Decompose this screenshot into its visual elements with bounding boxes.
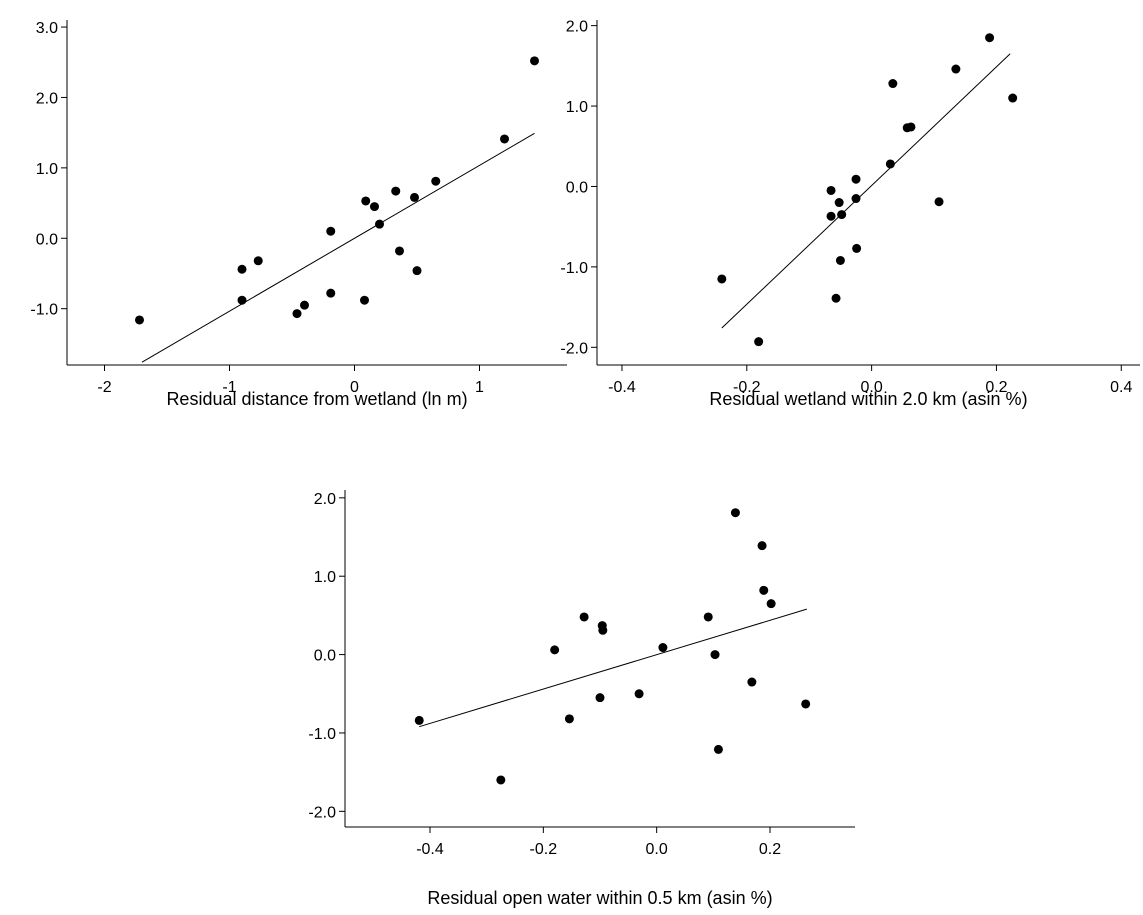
data-point	[759, 585, 769, 595]
data-point	[530, 56, 539, 66]
x-tick-label: 0.4	[1110, 379, 1132, 396]
x-axis-title: Residual open water within 0.5 km (asin …	[427, 888, 772, 908]
y-tick-label: 1.0	[36, 161, 58, 178]
y-tick-label: 0.0	[314, 648, 336, 665]
data-point	[360, 295, 369, 305]
data-point	[906, 122, 916, 132]
data-point	[550, 645, 560, 655]
data-point	[414, 715, 424, 725]
data-point	[300, 300, 309, 310]
data-point	[135, 315, 144, 325]
x-tick-label: -0.4	[416, 841, 444, 858]
data-point	[703, 612, 713, 622]
data-point	[598, 625, 608, 635]
y-tick-label: 1.0	[314, 569, 336, 586]
x-axis-title: Residual distance from wetland (ln m)	[166, 389, 467, 409]
data-point	[237, 295, 247, 305]
regression-line	[141, 132, 535, 363]
data-point	[361, 196, 371, 206]
data-point	[826, 211, 836, 221]
data-point	[326, 226, 336, 236]
data-point	[985, 33, 995, 43]
data-point	[1008, 93, 1018, 103]
data-point	[754, 337, 764, 347]
data-point	[253, 256, 263, 266]
data-point	[326, 288, 336, 298]
data-point	[410, 192, 419, 202]
data-point	[837, 210, 847, 220]
y-tick-label: -2.0	[560, 340, 588, 357]
x-tick-label: 0.0	[860, 379, 882, 396]
data-point	[766, 599, 776, 609]
data-point	[885, 159, 895, 169]
data-point	[888, 79, 898, 89]
y-tick-label: 0.0	[36, 231, 58, 248]
y-tick-label: -1.0	[560, 260, 588, 277]
data-point	[757, 541, 767, 551]
data-point	[852, 243, 862, 253]
x-tick-label: 1	[475, 379, 484, 396]
data-point	[710, 650, 720, 660]
x-tick-label: -2	[97, 379, 111, 396]
data-point	[831, 293, 841, 303]
y-tick-label: -1.0	[308, 726, 336, 743]
data-point	[292, 309, 302, 319]
regression-line	[419, 608, 807, 728]
y-tick-label: 0.0	[566, 179, 588, 196]
data-point	[595, 693, 605, 703]
data-point	[412, 266, 422, 276]
data-point	[835, 255, 845, 265]
data-point	[851, 174, 861, 184]
x-tick-label: 0.2	[759, 841, 781, 858]
data-point	[579, 612, 589, 622]
data-point	[395, 246, 404, 256]
data-point	[934, 197, 944, 207]
data-point	[717, 274, 727, 284]
data-point	[391, 186, 401, 196]
x-tick-label: -0.4	[608, 379, 636, 396]
data-point	[634, 689, 644, 699]
data-point	[431, 176, 441, 186]
data-point	[496, 775, 506, 785]
scatter-panel-3: -2.0 -1.0 0.0 1.0 2.0 -0.4 -0.2 0.0 0.2 Residual …	[308, 490, 855, 908]
data-point	[375, 219, 384, 229]
x-tick-label: -1	[222, 379, 236, 396]
data-point	[801, 699, 811, 709]
y-tick-label: 3.0	[36, 20, 58, 37]
x-tick-label: 0	[350, 379, 359, 396]
data-point	[851, 194, 861, 204]
data-point	[658, 643, 668, 653]
data-point	[564, 714, 574, 724]
data-point	[834, 198, 844, 208]
x-tick-label: 0.0	[646, 841, 668, 858]
x-axis-title: Residual wetland within 2.0 km (asin %)	[709, 389, 1027, 409]
y-tick-label: -2.0	[308, 804, 336, 821]
data-point	[826, 185, 836, 195]
scatter-panel-2: -2.0 -1.0 0.0 1.0 2.0 -0.4 -0.2 0.0 0.2 0.4 Residu…	[560, 19, 1140, 409]
scatter-panel-1: -1.0 0.0 1.0 2.0 3.0 -2 -1 0 1 Residual distance …	[30, 20, 567, 409]
data-point	[237, 264, 247, 274]
y-tick-label: 1.0	[566, 99, 588, 116]
data-point	[747, 677, 757, 687]
y-tick-label: 2.0	[314, 491, 336, 508]
data-point	[713, 744, 723, 754]
x-tick-label: 0.2	[985, 379, 1007, 396]
y-tick-label: 2.0	[566, 19, 588, 36]
x-tick-label: -0.2	[733, 379, 761, 396]
y-tick-label: -1.0	[30, 302, 58, 319]
data-point	[370, 202, 379, 212]
data-point	[951, 64, 961, 74]
x-tick-label: -0.2	[530, 841, 558, 858]
data-point	[730, 508, 740, 518]
data-point	[500, 134, 509, 144]
y-tick-label: 2.0	[36, 90, 58, 107]
regression-line	[721, 53, 1011, 329]
